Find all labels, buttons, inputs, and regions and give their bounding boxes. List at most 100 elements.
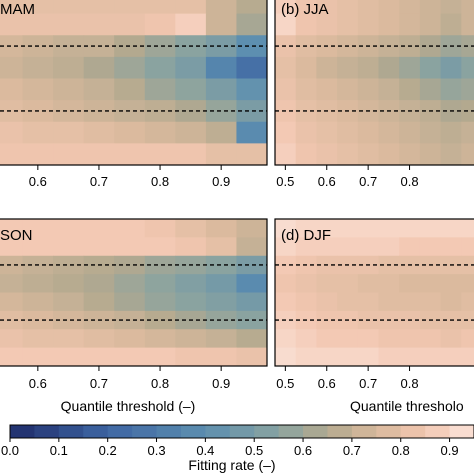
heatmap-cell <box>53 329 85 349</box>
heatmap-cell <box>83 219 115 238</box>
heatmap-cell <box>378 143 400 166</box>
x-tick-label: 0.7 <box>90 174 108 189</box>
heatmap-cell <box>357 292 379 312</box>
heatmap-cell <box>236 78 268 101</box>
colorbar-segment <box>376 425 402 438</box>
heatmap-cell <box>316 347 338 367</box>
heatmap-cell <box>461 56 474 79</box>
heatmap-cell <box>144 78 176 101</box>
heatmap-cell <box>419 292 442 312</box>
colorbar-segment <box>327 425 353 438</box>
heatmap-cell <box>83 143 115 166</box>
panel-frame <box>0 218 268 367</box>
heatmap-cell <box>0 0 24 15</box>
colorbar-segment <box>58 425 84 438</box>
heatmap-cell <box>399 347 421 367</box>
panel-frame <box>274 0 474 166</box>
heatmap-cell <box>357 56 379 79</box>
heatmap-cell <box>337 329 359 349</box>
heatmap-cell <box>440 237 462 257</box>
colorbar-segment <box>107 425 133 438</box>
colorbar-title: Fitting rate (–) <box>188 457 275 473</box>
heatmap-cell <box>22 347 54 367</box>
heatmap-cell <box>399 56 421 79</box>
heatmap-cell <box>83 13 115 36</box>
heatmap-cell <box>440 329 462 349</box>
heatmap-cell <box>399 329 421 349</box>
heatmap-cell <box>205 310 237 330</box>
heatmap-cell <box>357 219 379 238</box>
heatmap-cell <box>144 310 176 330</box>
heatmap-cell <box>114 56 146 79</box>
heatmap-cell <box>461 274 474 293</box>
heatmap-cell <box>236 237 268 257</box>
heatmap-cell <box>53 310 85 330</box>
heatmap-cell <box>83 274 115 293</box>
heatmap-cell <box>419 219 442 238</box>
heatmap-cell <box>53 255 85 275</box>
heatmap-cell <box>175 347 207 367</box>
heatmap-cell <box>205 237 237 257</box>
heatmap-cell <box>419 121 442 144</box>
heatmap-cell <box>357 274 379 293</box>
heatmap-cell <box>236 56 268 79</box>
heatmap-cell <box>337 292 359 312</box>
heatmap-cell <box>114 121 146 144</box>
colorbar-segment <box>132 425 158 438</box>
heatmap-cell <box>419 13 442 36</box>
heatmap-cell <box>22 143 54 166</box>
heatmap-cell <box>295 292 317 312</box>
heatmap-cell <box>205 121 237 144</box>
heatmap-cell <box>0 310 24 330</box>
heatmap-cell <box>378 0 400 15</box>
heatmap-cell <box>399 13 421 36</box>
heatmap-cell <box>316 219 338 238</box>
colorbar-segment <box>34 425 60 438</box>
colorbar-segment <box>303 425 328 438</box>
heatmap-cell <box>205 35 237 58</box>
heatmap-cell <box>295 219 317 238</box>
heatmap-cell <box>440 292 462 312</box>
heatmap-cell <box>461 121 474 144</box>
colorbar-tick-label: 0.5 <box>245 443 263 458</box>
heatmap-cell <box>378 121 400 144</box>
heatmap-cell <box>144 0 176 15</box>
heatmap-cell <box>337 56 359 79</box>
heatmap-cell <box>461 219 474 238</box>
heatmap-cell <box>275 274 297 293</box>
colorbar-frame <box>9 424 474 439</box>
heatmap-cell <box>461 0 474 15</box>
heatmap-cell <box>53 219 85 238</box>
heatmap-cell <box>53 78 85 101</box>
colorbar-segment <box>156 425 182 438</box>
heatmap-cell <box>0 143 24 166</box>
heatmap-cell <box>316 274 338 293</box>
heatmap-cell <box>22 78 54 101</box>
heatmap-cell <box>399 292 421 312</box>
heatmap-cell <box>22 56 54 79</box>
heatmap-cell <box>440 13 462 36</box>
heatmap-cell <box>399 78 421 101</box>
heatmap-cell <box>461 329 474 349</box>
heatmap-cell <box>0 100 24 123</box>
colorbar-segment <box>205 425 231 438</box>
heatmap-cell <box>83 121 115 144</box>
heatmap-cell <box>114 237 146 257</box>
heatmap-cell <box>144 121 176 144</box>
heatmap-cell <box>0 292 24 312</box>
heatmap-cell <box>205 78 237 101</box>
heatmap-cell <box>275 292 297 312</box>
colorbar-tick-label: 0.3 <box>147 443 165 458</box>
heatmap-cell <box>295 0 317 15</box>
heatmap-cell <box>53 13 85 36</box>
heatmap-cell <box>419 56 442 79</box>
colorbar-segment <box>254 425 280 438</box>
heatmap-cell <box>175 219 207 238</box>
heatmap-cell <box>144 219 176 238</box>
heatmap-cell <box>440 219 462 238</box>
heatmap-cell <box>295 274 317 293</box>
heatmap-cell <box>114 274 146 293</box>
heatmap-cell <box>53 292 85 312</box>
heatmap-cell <box>22 274 54 293</box>
